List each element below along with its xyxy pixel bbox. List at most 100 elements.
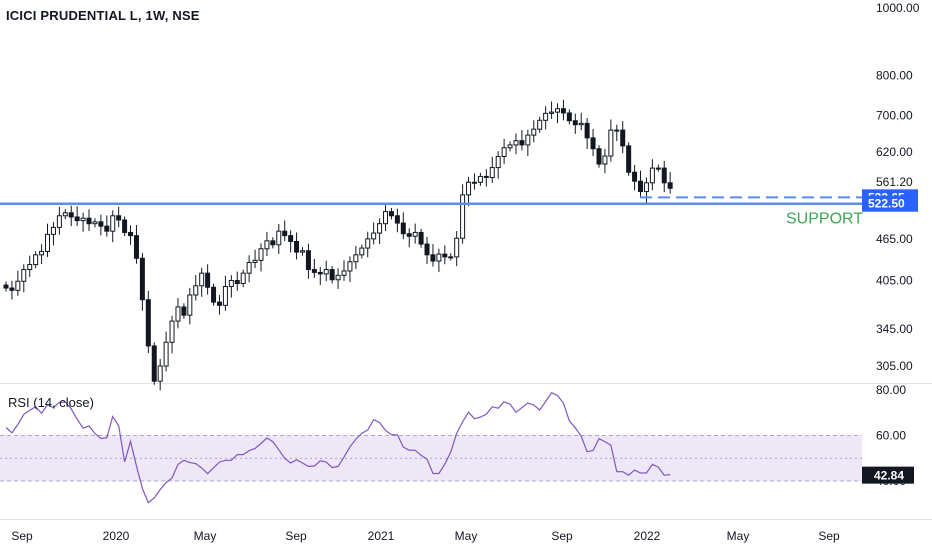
candle-up	[80, 217, 86, 222]
candle-up	[477, 175, 483, 183]
price-axis-label: 345.00	[876, 322, 913, 336]
candle-up	[537, 119, 543, 130]
candle-up	[110, 215, 116, 232]
candle-up	[614, 129, 620, 132]
candle-down	[133, 235, 139, 259]
candle-up	[228, 280, 234, 288]
candle-down	[329, 269, 335, 281]
price-tag-label: 522.50	[868, 197, 905, 211]
candle-down	[216, 301, 222, 306]
candle-up	[554, 108, 560, 113]
candle-up	[531, 128, 537, 136]
candle-up	[62, 212, 68, 217]
candle-down	[590, 137, 596, 150]
price-axis-label: 800.00	[876, 68, 913, 82]
candle-up	[602, 155, 608, 165]
time-axis-label: 2020	[103, 529, 130, 543]
candle-up	[187, 294, 193, 316]
candle-down	[305, 250, 311, 271]
candle-down	[442, 253, 448, 258]
price-axis-label: 305.00	[876, 359, 913, 373]
candle-up	[448, 256, 454, 259]
candle-up	[341, 270, 347, 276]
candle-up	[377, 223, 383, 234]
candle-down	[311, 269, 317, 273]
candle-up	[466, 181, 472, 196]
candle-up	[27, 264, 33, 271]
candle-down	[270, 240, 276, 246]
price-axis-label: 700.00	[876, 109, 913, 123]
price-axis-label: 1000.00	[876, 1, 920, 15]
candle-up	[92, 221, 98, 225]
candle-down	[483, 175, 489, 178]
time-axis-label: Sep	[285, 529, 307, 543]
candle-down	[394, 215, 400, 224]
time-axis-label: 2021	[368, 529, 395, 543]
candle-down	[151, 345, 157, 382]
candle-up	[175, 306, 181, 322]
candle-down	[388, 211, 394, 217]
candle-up	[39, 250, 45, 256]
candle-up	[471, 181, 477, 184]
candle-up	[436, 253, 442, 262]
candle-down	[418, 231, 424, 245]
candle-up	[347, 261, 353, 272]
candle-up	[300, 250, 305, 253]
candle-down	[288, 235, 294, 242]
time-axis-label: May	[727, 529, 750, 543]
candle-down	[211, 286, 217, 303]
time-axis-label: May	[455, 529, 478, 543]
candle-up	[258, 248, 264, 261]
rsi-title: RSI (14, close)	[8, 395, 94, 410]
rsi-axis-label: 60.00	[876, 429, 906, 443]
candle-up	[365, 238, 371, 249]
price-axis-label: 620.00	[876, 145, 913, 159]
candle-up	[45, 233, 51, 252]
candle-down	[572, 120, 578, 126]
candle-down	[139, 257, 145, 301]
candle-up	[246, 261, 252, 274]
candles	[3, 99, 673, 391]
candle-down	[424, 243, 430, 256]
price-axis-label: 561.20	[876, 175, 913, 189]
candle-up	[199, 272, 205, 287]
candle-up	[643, 182, 649, 193]
candle-down	[145, 299, 151, 347]
rsi-axis-label: 80.00	[876, 383, 906, 397]
candle-up	[412, 231, 418, 237]
rsi-series-line	[5, 391, 671, 504]
candle-up	[549, 111, 555, 114]
candle-up	[252, 259, 258, 263]
candle-up	[163, 341, 169, 367]
candle-down	[234, 280, 240, 284]
annotations: SUPPORT	[0, 196, 863, 228]
candle-down	[560, 108, 566, 114]
candle-down	[104, 225, 110, 232]
candle-up	[193, 285, 199, 296]
candle-up	[578, 122, 584, 126]
candle-up	[649, 167, 655, 184]
candle-down	[406, 233, 412, 237]
candle-up	[525, 134, 531, 146]
time-axis-label: 2022	[634, 529, 661, 543]
candle-up	[169, 320, 175, 343]
candle-up	[50, 226, 56, 235]
candle-up	[359, 247, 365, 256]
candle-up	[454, 237, 460, 258]
candle-up	[383, 211, 389, 225]
price-axis-label: 405.00	[876, 274, 913, 288]
candle-down	[638, 180, 644, 193]
candle-up	[460, 194, 466, 239]
candle-up	[264, 240, 270, 250]
candle-down	[74, 216, 80, 222]
candle-down	[3, 284, 9, 289]
candle-up	[56, 215, 62, 228]
candle-up	[240, 272, 246, 284]
candle-down	[519, 140, 525, 146]
candle-down	[632, 171, 638, 182]
candle-up	[495, 156, 501, 169]
candle-down	[98, 221, 104, 227]
candle-down	[566, 112, 572, 122]
candle-down	[400, 222, 406, 235]
